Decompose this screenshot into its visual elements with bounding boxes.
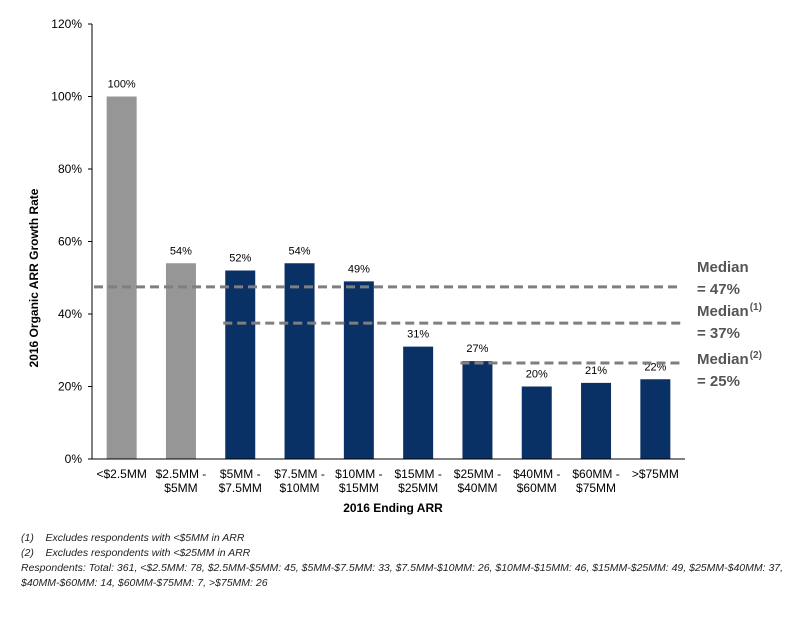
median-label: Median(1) [697, 302, 762, 320]
x-tick-label: <$2.5MM [96, 467, 146, 481]
x-axis: <$2.5MM $2.5MM -$5MM$5MM -$7.5MM$7.5MM -$… [92, 458, 685, 495]
footnote-1: (1) Excludes respondents with <$5MM in A… [21, 532, 245, 544]
bar [106, 96, 137, 459]
bar [581, 382, 612, 459]
data-label: 20% [526, 369, 548, 381]
bar [284, 263, 315, 459]
x-tick-label: $7.5MM [219, 481, 262, 495]
bar [343, 281, 374, 459]
y-tick-label: 120% [51, 17, 82, 31]
bar [462, 361, 493, 459]
x-tick-label: $10MM - [335, 467, 382, 481]
data-label: 31% [407, 329, 429, 341]
x-tick-label: $7.5MM - [274, 467, 325, 481]
footnote-2: (2) Excludes respondents with <$25MM in … [21, 547, 251, 559]
x-axis-title: 2016 Ending ARR [343, 501, 443, 515]
data-label: 52% [229, 253, 251, 265]
x-tick-label: $15MM [339, 481, 379, 495]
median-value: = 25% [697, 373, 740, 390]
x-tick-label: $5MM [164, 481, 197, 495]
footnotes: (1) Excludes respondents with <$5MM in A… [21, 531, 791, 591]
x-tick-label: >$75MM [632, 467, 679, 481]
x-tick-label: $60MM - [572, 467, 619, 481]
median-lines: Median = 47% Median(1) = 37% Median(2) = 25% [94, 259, 762, 390]
y-tick-label: 0% [65, 452, 83, 466]
x-tick-label: $40MM [457, 481, 497, 495]
respondents-note-cont: $40MM-$60MM: 14, $60MM-$75MM: 7, >$75MM:… [21, 577, 268, 589]
data-label: 49% [348, 263, 370, 275]
y-tick-label: 20% [58, 380, 82, 394]
y-tick-label: 80% [58, 162, 82, 176]
data-label: 27% [466, 343, 488, 355]
y-tick-label: 100% [51, 90, 82, 104]
bar-chart: 0% 20% 40% 60% 80% 100% 120% 100% 54% 52% 54% 49% 3… [27, 17, 762, 515]
median-label: Median [697, 259, 749, 276]
respondents-note: Respondents: Total: 361, <$2.5MM: 78, $2… [21, 562, 784, 574]
bar [521, 386, 552, 459]
median-value: = 47% [697, 281, 740, 298]
x-tick-label: $10MM [280, 481, 320, 495]
x-tick-label: $40MM - [513, 467, 560, 481]
y-axis: 0% 20% 40% 60% 80% 100% 120% [51, 17, 93, 466]
x-tick-label: $15MM - [394, 467, 441, 481]
data-label: 54% [289, 245, 311, 257]
bar [165, 263, 196, 459]
data-label: 100% [108, 79, 136, 91]
data-label: 21% [585, 365, 607, 377]
x-tick-label: $5MM - [220, 467, 261, 481]
bar [225, 270, 256, 459]
median-value: = 37% [697, 325, 740, 342]
x-tick-label: $25MM [398, 481, 438, 495]
y-tick-label: 60% [58, 235, 82, 249]
y-tick-label: 40% [58, 307, 82, 321]
median-label: Median(2) [697, 350, 762, 368]
x-tick-label: $25MM - [454, 467, 501, 481]
bar [640, 379, 671, 459]
x-tick-label: $2.5MM - [156, 467, 207, 481]
x-tick-label: $75MM [576, 481, 616, 495]
bars: 100%54%52%54%49%31%27%20% 21% 22% [106, 79, 671, 459]
y-axis-title: 2016 Organic ARR Growth Rate [27, 188, 41, 367]
x-tick-label: $60MM [517, 481, 557, 495]
bar [403, 346, 434, 459]
data-label: 54% [170, 245, 192, 257]
